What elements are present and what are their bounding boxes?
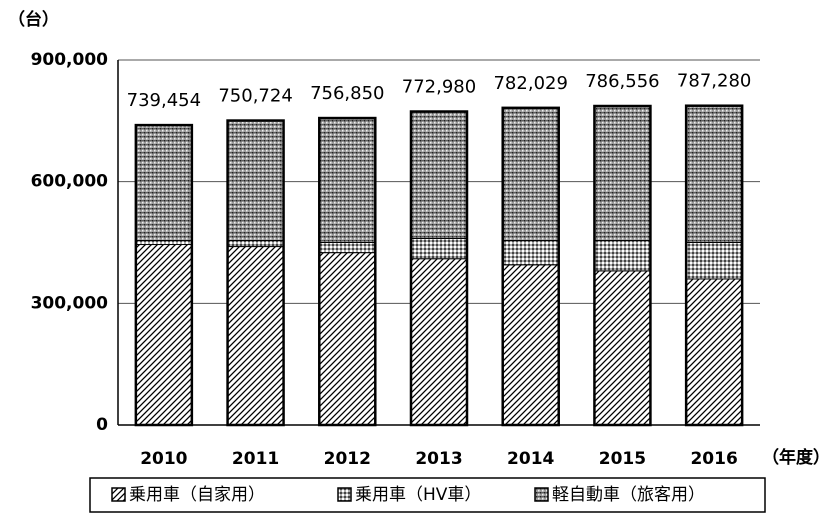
bar-segment: [502, 264, 560, 426]
total-label: 786,556: [585, 71, 659, 92]
bar-segment: [502, 107, 560, 241]
total-label: 739,454: [127, 90, 201, 111]
legend-box: [89, 477, 766, 513]
x-axis-label: （年度）: [762, 447, 830, 468]
bar-segment: [227, 119, 285, 241]
bar-segment: [227, 246, 285, 426]
bar-segment: [502, 239, 560, 266]
y-tick-label: 300,000: [31, 293, 109, 313]
bar-segment: [593, 270, 651, 426]
legend-label: 乗用車（自家用）: [129, 485, 265, 505]
bar-segment: [685, 105, 743, 243]
y-axis-label: （台）: [8, 9, 59, 30]
y-tick-label: 0: [96, 415, 108, 435]
x-tick-label: 2013: [415, 449, 462, 469]
y-tick-label: 600,000: [31, 172, 109, 192]
bar-segment: [410, 258, 468, 426]
x-tick-label: 2011: [232, 449, 279, 469]
bar-outline: [318, 116, 377, 427]
bar-segment: [135, 239, 193, 246]
legend-label: 乗用車（HV車）: [355, 485, 481, 505]
bar-segment: [593, 239, 651, 272]
legend-label: 軽自動車（旅客用）: [552, 485, 705, 505]
legend-swatch: [111, 487, 126, 502]
bar-segment: [135, 244, 193, 426]
legend-swatch: [337, 487, 352, 502]
legend-swatch: [534, 487, 549, 502]
bar-outline: [134, 123, 194, 427]
bar-segment: [135, 124, 193, 241]
x-tick-label: 2015: [599, 449, 646, 469]
bar-segment: [318, 252, 376, 426]
bar-segment: [410, 237, 468, 260]
bar-segment: [685, 242, 743, 280]
bar-outline: [501, 106, 560, 427]
bar-segment: [685, 278, 743, 426]
bar-outline: [409, 110, 469, 427]
total-label: 750,724: [218, 86, 292, 107]
bar-outline: [684, 104, 744, 427]
total-label: 787,280: [677, 71, 751, 92]
bar-outline: [593, 104, 652, 427]
bar-segment: [410, 111, 468, 239]
x-tick-label: 2012: [324, 449, 371, 469]
bar-outline: [226, 119, 285, 427]
bar-segment: [318, 242, 376, 254]
bar-segment: [593, 105, 651, 241]
x-tick-label: 2010: [140, 449, 187, 469]
x-tick-label: 2014: [507, 449, 554, 469]
y-tick-label: 900,000: [31, 50, 109, 70]
bar-segment: [227, 239, 285, 248]
total-label: 772,980: [402, 77, 476, 98]
total-label: 756,850: [310, 83, 384, 104]
total-label: 782,029: [493, 73, 567, 94]
bar-segment: [318, 117, 376, 243]
x-tick-label: 2016: [690, 449, 737, 469]
